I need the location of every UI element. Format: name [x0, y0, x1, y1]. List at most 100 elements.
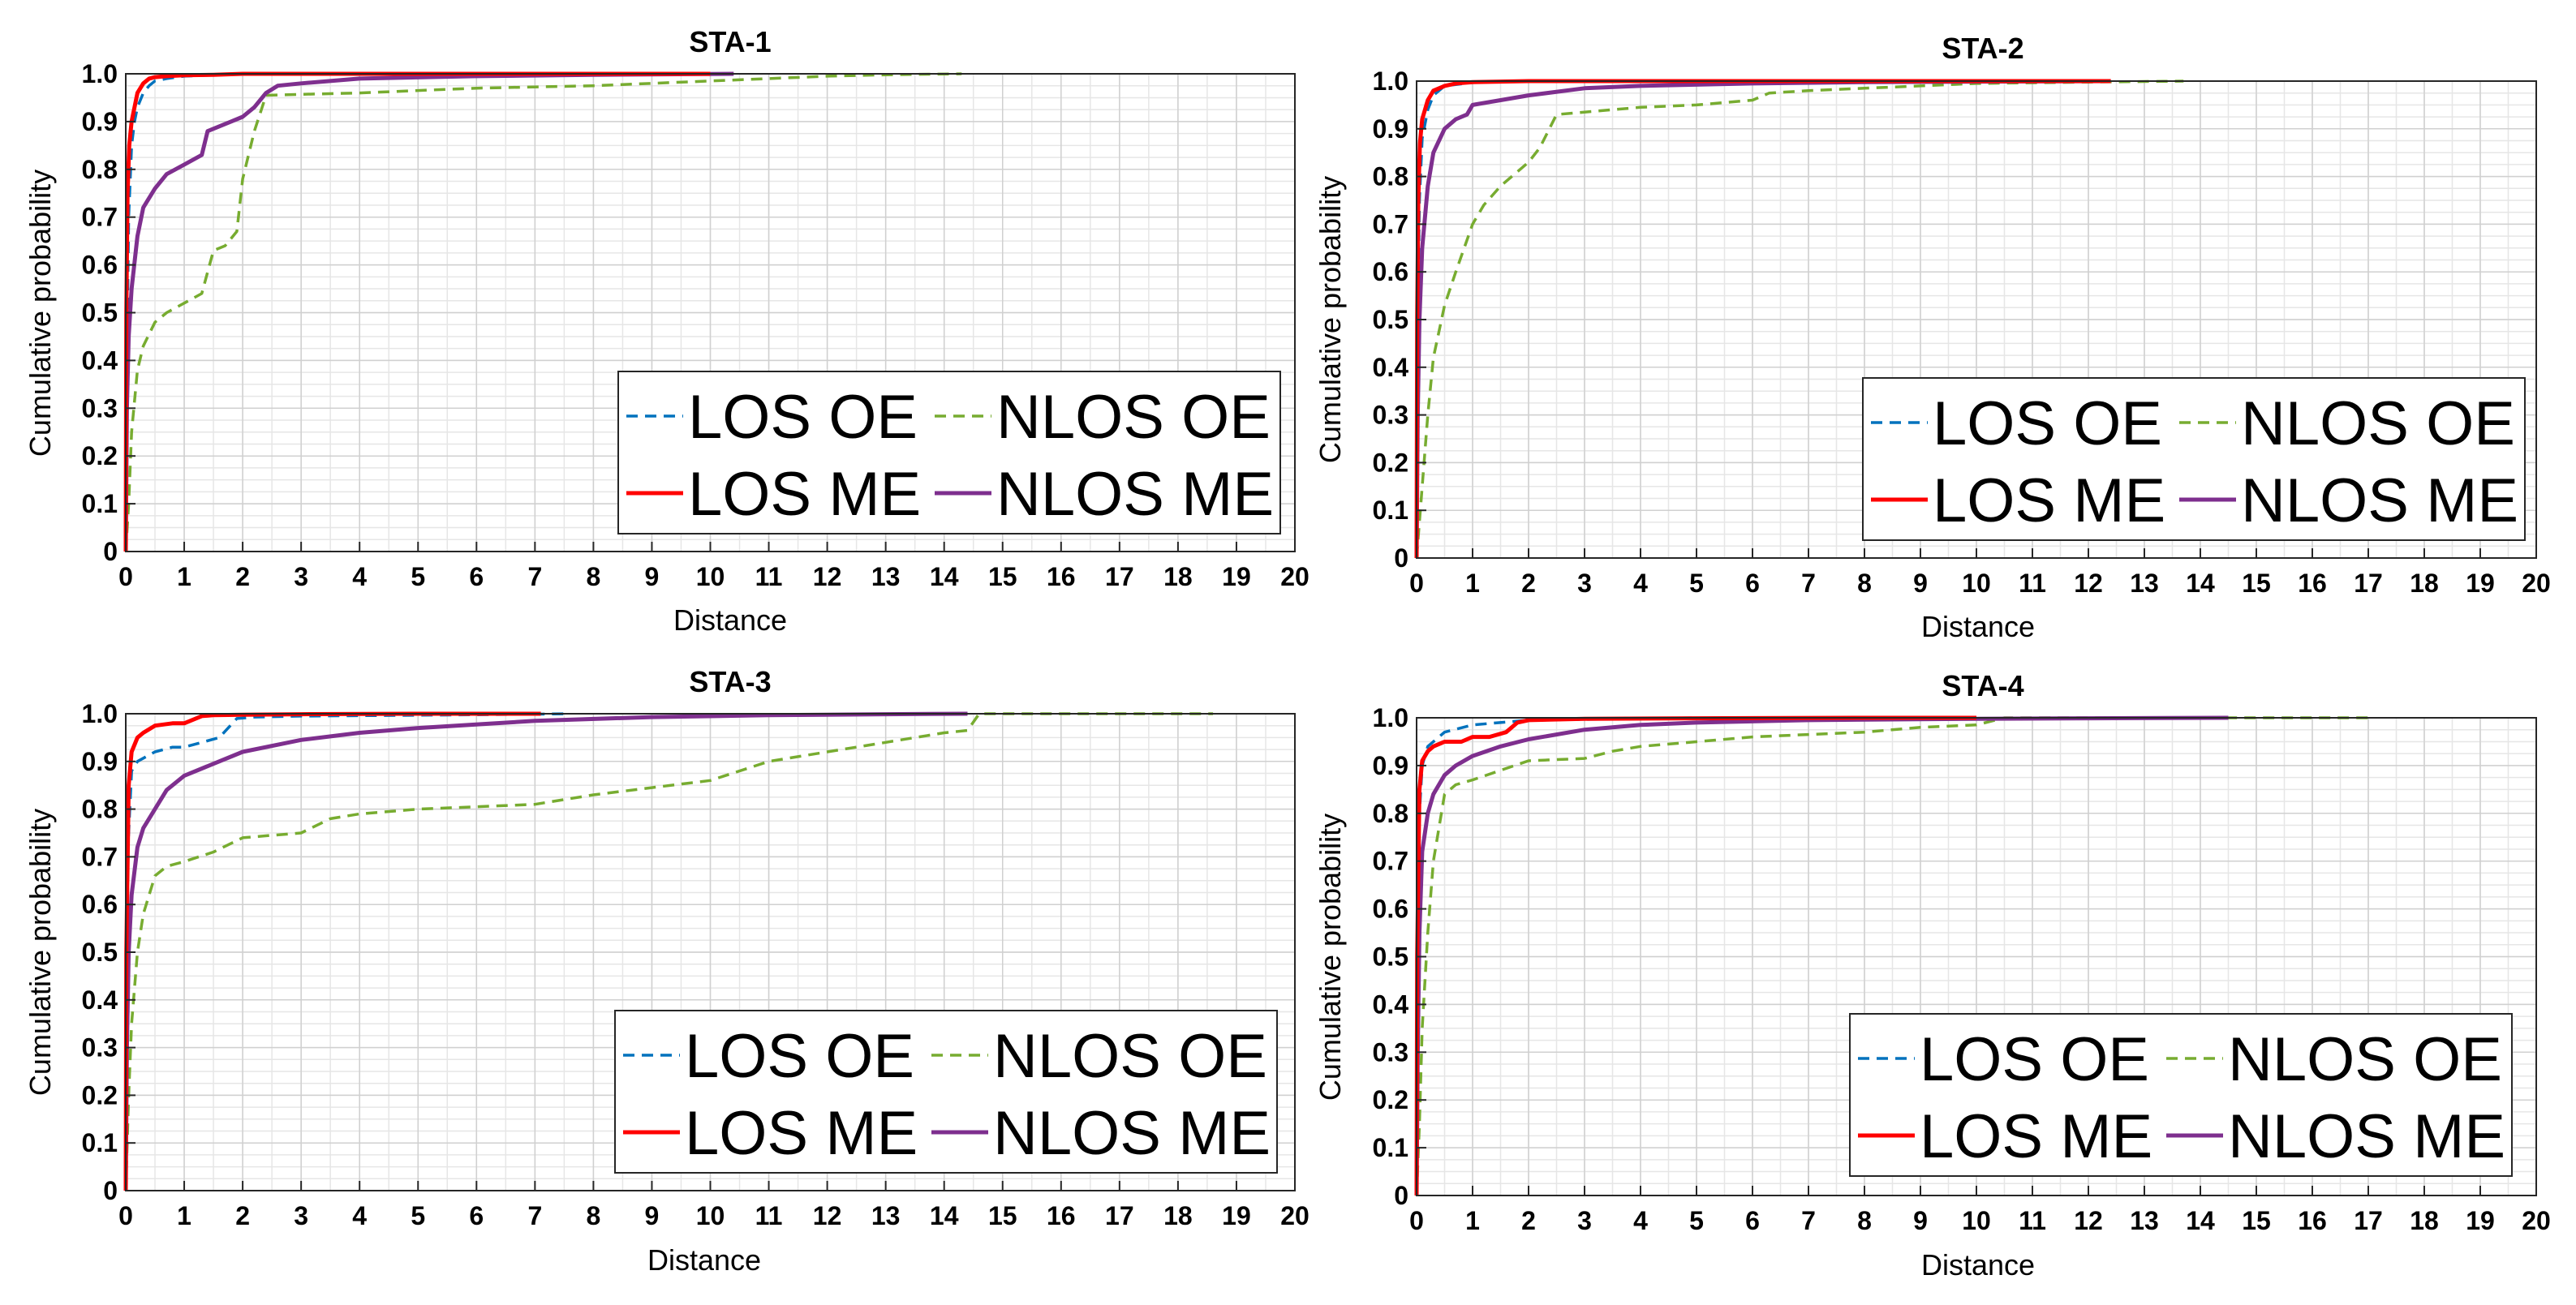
x-tick-label: 12	[813, 562, 842, 591]
legend-label-nlos-oe: NLOS OE	[996, 383, 1271, 452]
x-tick-label: 12	[2074, 1206, 2103, 1235]
x-tick-label: 5	[1689, 1206, 1704, 1235]
x-tick-label: 3	[1577, 1206, 1592, 1235]
x-tick-label: 11	[2019, 1206, 2046, 1235]
y-tick-label: 0.9	[82, 747, 118, 776]
x-tick-label: 6	[469, 1201, 484, 1230]
x-tick-label: 19	[2466, 569, 2495, 598]
legend-label-nlos-me: NLOS ME	[993, 1099, 1271, 1168]
x-tick-label: 17	[2354, 1206, 2383, 1235]
x-tick-label: 11	[755, 1201, 783, 1230]
x-tick-label: 0	[118, 562, 133, 591]
x-tick-label: 5	[411, 562, 425, 591]
legend-label-nlos-oe: NLOS OE	[2228, 1025, 2502, 1094]
y-tick-label: 0.2	[1373, 448, 1408, 477]
y-tick-label: 0.7	[82, 842, 118, 871]
y-tick-label: 0.6	[1373, 895, 1408, 924]
y-tick-label: 1.0	[82, 59, 118, 88]
y-tick-label: 0.8	[82, 795, 118, 824]
series-line-nlos-me	[123, 71, 734, 552]
x-tick-label: 1	[177, 1201, 191, 1230]
legend-label-los-oe: LOS OE	[688, 383, 918, 452]
x-tick-label: 7	[527, 562, 542, 591]
y-tick-label: 0.3	[82, 1033, 118, 1062]
x-tick-label: 16	[2298, 569, 2327, 598]
x-tick-label: 15	[988, 1201, 1017, 1230]
x-tick-label: 17	[1105, 1201, 1134, 1230]
legend-label-nlos-oe: NLOS OE	[2241, 389, 2515, 458]
y-tick-label: 0.3	[1373, 401, 1408, 430]
y-tick-label: 0	[1394, 1181, 1408, 1210]
y-tick-label: 0.1	[82, 1128, 118, 1157]
y-tick-label: 0	[1394, 543, 1408, 573]
x-tick-label: 0	[1409, 569, 1424, 598]
y-tick-label: 0	[103, 537, 118, 566]
series-line-nlos-oe	[1415, 716, 2374, 1196]
y-tick-label: 0.7	[1373, 847, 1408, 876]
x-tick-label: 15	[2242, 569, 2271, 598]
x-tick-label: 8	[587, 562, 601, 591]
x-tick-label: 13	[2130, 569, 2159, 598]
x-tick-label: 9	[1913, 569, 1928, 598]
x-tick-label: 14	[2186, 569, 2215, 598]
chart-2: 0 1 2 3 4 5 6 7 8 9 10 11 12 13 14 15 16 17 18 19 2000.10.20…	[1314, 32, 2551, 643]
x-tick-label: 8	[1857, 1206, 1872, 1235]
x-tick-label: 10	[1962, 1206, 1991, 1235]
y-axis: 0 0.1 0.2 0.3 0.4 0.5 0.6 0.7 0.8 0.9 1.0	[82, 59, 135, 566]
y-axis: 0 0.1 0.2 0.3 0.4 0.5 0.6 0.7 0.8 0.9 1.0	[1373, 67, 1426, 573]
x-tick-label: 4	[1633, 1206, 1648, 1235]
x-tick-label: 8	[1857, 569, 1872, 598]
x-tick-label: 15	[2242, 1206, 2271, 1235]
x-tick-label: 4	[1633, 569, 1648, 598]
chart-title: STA-2	[1942, 32, 2023, 65]
y-tick-label: 0.6	[1373, 257, 1408, 286]
series-line-nlos-oe	[1415, 79, 2184, 559]
x-tick-label: 19	[2466, 1206, 2495, 1235]
y-tick-label: 0.5	[82, 938, 118, 967]
chart-title: STA-4	[1942, 669, 2023, 702]
series-line-nlos-me	[123, 711, 968, 1191]
x-tick-label: 16	[1047, 562, 1076, 591]
legend: LOS OE NLOS OE LOS ME NLOS ME	[1862, 377, 2526, 541]
y-tick-label: 0.3	[1373, 1037, 1408, 1067]
y-tick-label: 0.5	[1373, 942, 1408, 972]
series-line-nlos-me	[1414, 79, 2111, 559]
x-tick-label: 2	[1521, 569, 1536, 598]
chart-3: 0 1 2 3 4 5 6 7 8 9 10 11 12 13 14 15 16 17 18 19 2000.10.20…	[24, 665, 1310, 1277]
legend-box	[614, 1010, 1278, 1174]
legend-label-los-oe: LOS OE	[1920, 1025, 2149, 1094]
x-tick-label: 17	[2354, 569, 2383, 598]
y-tick-label: 0.2	[82, 1080, 118, 1110]
x-tick-label: 4	[352, 1201, 367, 1230]
y-tick-label: 0.1	[1373, 496, 1408, 525]
chart-4: 0 1 2 3 4 5 6 7 8 9 10 11 12 13 14 15 16 17 18 19 2000.10.20…	[1314, 669, 2551, 1281]
y-tick-label: 0.8	[82, 155, 118, 184]
y-tick-label: 0.9	[82, 107, 118, 136]
y-tick-label: 1.0	[82, 699, 118, 728]
y-axis: 0 0.1 0.2 0.3 0.4 0.5 0.6 0.7 0.8 0.9 1.0	[1373, 703, 1426, 1210]
x-tick-label: 18	[1163, 1201, 1193, 1230]
x-tick-label: 14	[930, 1201, 959, 1230]
x-tick-label: 10	[696, 562, 725, 591]
y-tick-label: 0.1	[82, 489, 118, 518]
chart-title: STA-1	[689, 25, 771, 58]
x-tick-label: 13	[871, 1201, 901, 1230]
y-axis-label: Cumulative probability	[1314, 813, 1347, 1101]
y-tick-label: 0.6	[82, 890, 118, 919]
x-tick-label: 16	[2298, 1206, 2327, 1235]
y-tick-label: 0	[103, 1176, 118, 1205]
x-tick-label: 16	[1047, 1201, 1076, 1230]
x-tick-label: 6	[469, 562, 484, 591]
x-tick-label: 4	[352, 562, 367, 591]
y-tick-label: 0.7	[82, 203, 118, 232]
x-tick-label: 15	[988, 562, 1017, 591]
legend-box	[617, 371, 1281, 534]
series-line-nlos-oe	[124, 72, 962, 552]
x-tick-label: 20	[2522, 1206, 2551, 1235]
x-tick-label: 12	[813, 1201, 842, 1230]
y-tick-label: 0.7	[1373, 209, 1408, 238]
x-tick-label: 10	[1962, 569, 1991, 598]
series-line-los-oe	[1415, 79, 1697, 559]
y-tick-label: 0.2	[1373, 1085, 1408, 1114]
x-tick-label: 14	[2186, 1206, 2215, 1235]
